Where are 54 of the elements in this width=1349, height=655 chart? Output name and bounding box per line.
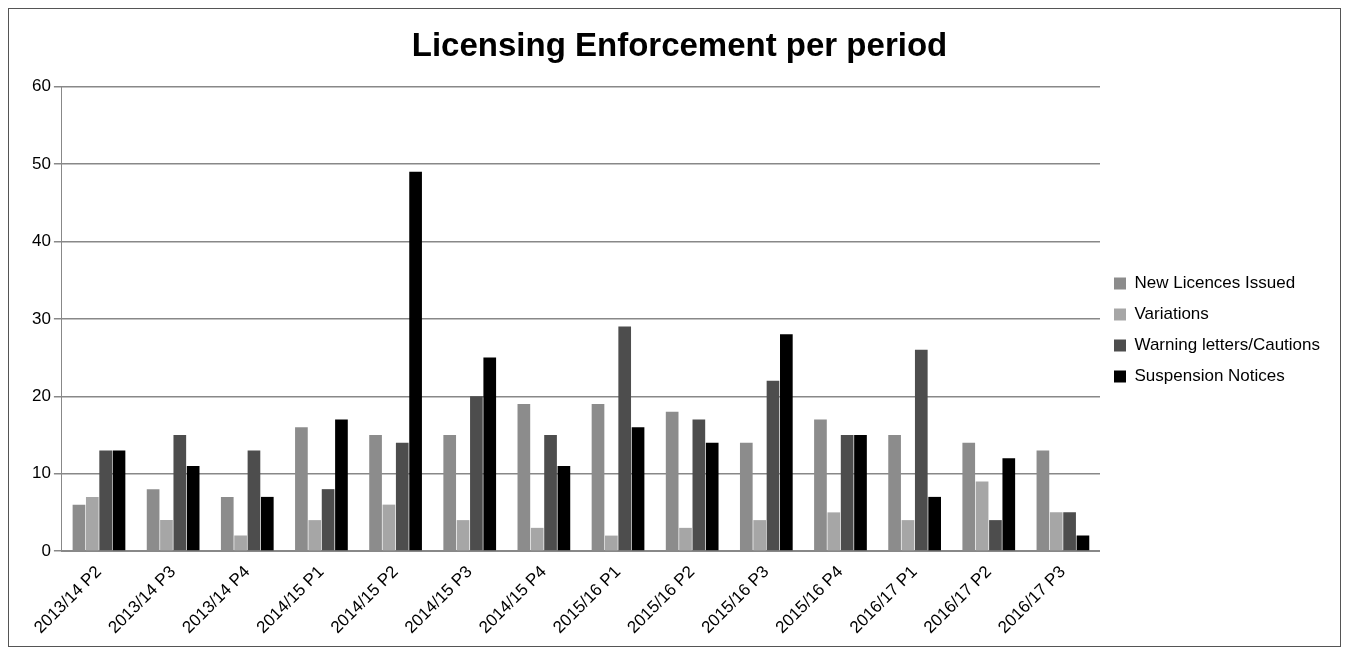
bar xyxy=(85,496,99,551)
bar xyxy=(631,427,645,551)
bar xyxy=(395,442,409,551)
bar xyxy=(173,434,187,551)
bar xyxy=(186,465,200,551)
bar xyxy=(1002,458,1016,551)
y-tick-label: 0 xyxy=(41,540,51,560)
bar xyxy=(766,380,780,551)
legend-label: New Licences Issued xyxy=(1134,273,1296,293)
bar xyxy=(705,442,719,551)
bar xyxy=(160,520,173,551)
bar xyxy=(780,334,793,551)
bar xyxy=(557,465,571,551)
bar xyxy=(247,450,261,551)
legend-label: Variations xyxy=(1134,304,1209,324)
bar xyxy=(914,349,928,551)
bar xyxy=(308,520,322,551)
bar xyxy=(456,520,470,551)
bar xyxy=(827,512,841,551)
bar xyxy=(692,419,706,551)
bar xyxy=(409,171,422,551)
bar xyxy=(679,527,692,551)
bar xyxy=(470,396,483,551)
bar xyxy=(112,450,126,551)
bar xyxy=(854,434,867,551)
bar xyxy=(483,357,497,551)
bar xyxy=(321,489,335,551)
bar xyxy=(335,419,348,551)
y-tick-label: 10 xyxy=(31,463,51,483)
bar xyxy=(840,434,854,551)
legend-label: Warning letters/Cautions xyxy=(1134,335,1321,355)
bar xyxy=(1076,535,1090,551)
bar xyxy=(260,496,274,551)
y-tick-label: 20 xyxy=(31,385,51,405)
y-tick-label: 30 xyxy=(31,308,51,328)
bar xyxy=(99,450,112,551)
bar xyxy=(901,520,915,551)
bar xyxy=(530,527,544,551)
y-tick-label: 50 xyxy=(31,153,51,173)
bar xyxy=(753,520,766,551)
bar xyxy=(544,434,557,551)
bar xyxy=(975,481,989,551)
y-tick-label: 60 xyxy=(31,76,51,96)
bar xyxy=(989,520,1002,551)
bar xyxy=(928,496,941,551)
bar xyxy=(234,535,247,551)
bar xyxy=(605,535,618,551)
bar xyxy=(1063,512,1076,551)
chart-title: Licensing Enforcement per period xyxy=(411,25,948,63)
legend-label: Suspension Notices xyxy=(1134,366,1285,386)
y-tick-label: 40 xyxy=(31,231,51,251)
bar xyxy=(1049,512,1063,551)
bar xyxy=(382,504,396,551)
bar xyxy=(618,326,632,551)
